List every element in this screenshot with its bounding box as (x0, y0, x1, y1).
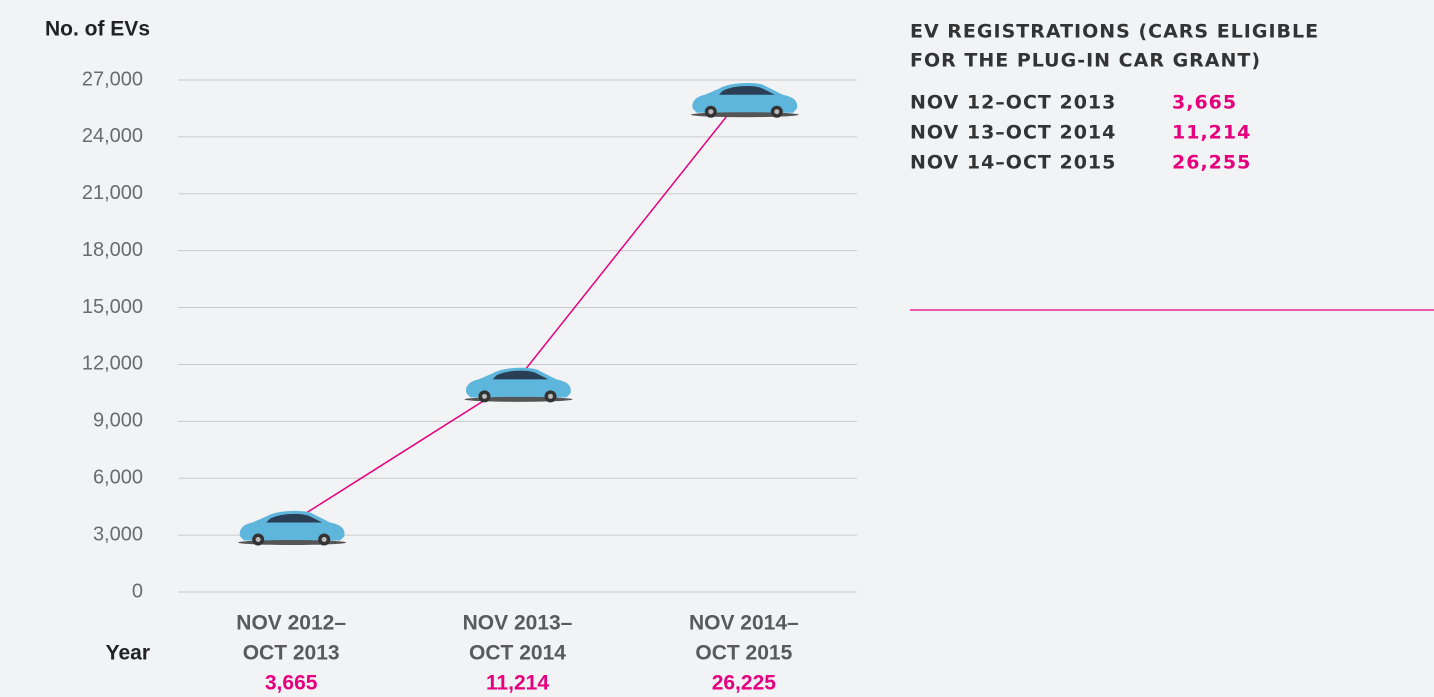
car-marker (691, 83, 799, 118)
panel-value: 11,214 (1172, 122, 1251, 144)
page: No. of EVs Year EV REGISTRATIONS (CARS E… (0, 0, 1434, 697)
y-tick-label: 12,000 (82, 353, 143, 375)
panel-title: EV REGISTRATIONS (CARS ELIGIBLE (910, 21, 1319, 43)
car-marker (465, 368, 573, 403)
y-tick-label: 18,000 (82, 239, 143, 261)
x-tick-label: OCT 2014 (469, 642, 566, 665)
value-label: 11,214 (486, 672, 549, 695)
car-hub (548, 394, 553, 399)
y-tick-label: 0 (132, 580, 143, 602)
y-tick-label: 15,000 (82, 296, 143, 318)
car-hub (708, 109, 713, 114)
x-axis-title: Year (106, 642, 150, 665)
y-tick-label: 24,000 (82, 125, 143, 147)
x-tick-label: NOV 2014– (689, 612, 799, 635)
car-hub (322, 537, 327, 542)
panel-period: NOV 13–OCT 2014 (910, 122, 1116, 144)
y-tick-label: 27,000 (82, 68, 143, 90)
panel-period: NOV 14–OCT 2015 (910, 152, 1116, 174)
x-tick-label: OCT 2015 (695, 642, 792, 665)
panel-value: 3,665 (1172, 92, 1237, 114)
car-marker (238, 511, 346, 546)
y-tick-label: 21,000 (82, 182, 143, 204)
x-tick-label: NOV 2013– (463, 612, 573, 635)
x-tick-label: OCT 2013 (243, 642, 340, 665)
panel-title: FOR THE PLUG-IN CAR GRANT) (910, 50, 1261, 72)
data-line (291, 95, 744, 523)
y-tick-label: 6,000 (93, 467, 143, 489)
car-hub (482, 394, 487, 399)
y-axis-title: No. of EVs (45, 18, 150, 41)
panel-period: NOV 12–OCT 2013 (910, 92, 1116, 114)
panel-value: 26,255 (1172, 152, 1251, 174)
x-tick-label: NOV 2012– (236, 612, 346, 635)
y-tick-label: 9,000 (93, 410, 143, 432)
car-hub (774, 109, 779, 114)
value-label: 26,225 (712, 672, 777, 695)
y-tick-label: 3,000 (93, 523, 143, 545)
value-label: 3,665 (265, 672, 318, 695)
car-hub (256, 537, 261, 542)
